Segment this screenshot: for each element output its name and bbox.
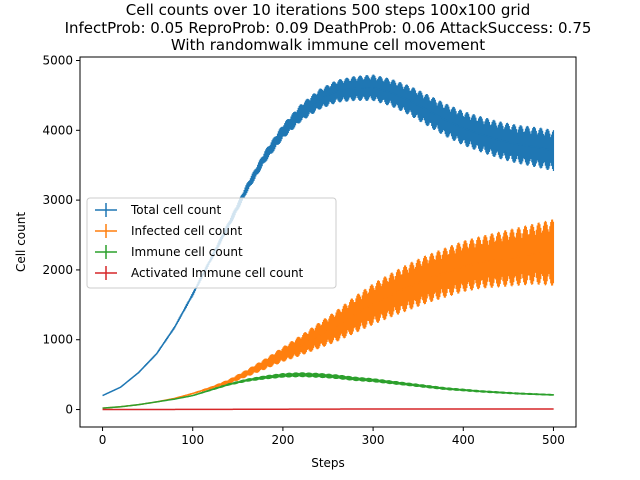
x-axis-label: Steps (311, 456, 345, 470)
y-tick-label: 3000 (42, 193, 73, 207)
legend-item: Immune cell count (95, 245, 243, 259)
y-tick-label: 2000 (42, 263, 73, 277)
legend: Total cell count Infected cell count Immun… (86, 197, 337, 289)
title-line-1: Cell counts over 10 iterations 500 steps… (126, 1, 530, 19)
x-tick-label: 0 (99, 433, 107, 447)
chart-title: Cell counts over 10 iterations 500 steps… (65, 1, 592, 54)
error-bars (107, 372, 555, 408)
legend-item: Activated Immune cell count (95, 266, 304, 280)
legend-label: Immune cell count (131, 245, 243, 259)
series-line (102, 408, 554, 411)
series-line (102, 373, 554, 409)
series-3 (102, 408, 555, 411)
legend-label: Activated Immune cell count (131, 266, 304, 280)
series-line (102, 86, 554, 397)
y-tick-label: 1000 (42, 333, 73, 347)
y-tick-label: 0 (65, 403, 73, 417)
title-line-3: With randomwalk immune cell movement (171, 36, 485, 54)
legend-box (86, 197, 337, 289)
x-tick-label: 200 (271, 433, 294, 447)
y-axis-label: Cell count (14, 212, 28, 272)
legend-item: Total cell count (95, 203, 221, 217)
legend-item: Infected cell count (95, 224, 242, 238)
x-tick-label: 100 (181, 433, 204, 447)
series-2 (102, 372, 555, 409)
title-line-2: InfectProb: 0.05 ReproProb: 0.09 DeathPr… (65, 19, 592, 37)
x-tick-label: 400 (452, 433, 475, 447)
y-tick-label: 4000 (42, 123, 73, 137)
legend-label: Infected cell count (131, 224, 242, 238)
y-tick-label: 5000 (42, 53, 73, 67)
plot-data (102, 74, 555, 411)
x-tick-label: 500 (542, 433, 565, 447)
series-line (102, 251, 554, 409)
legend-label: Total cell count (130, 203, 221, 217)
axes-frame (79, 56, 577, 428)
x-tick-label: 300 (362, 433, 385, 447)
